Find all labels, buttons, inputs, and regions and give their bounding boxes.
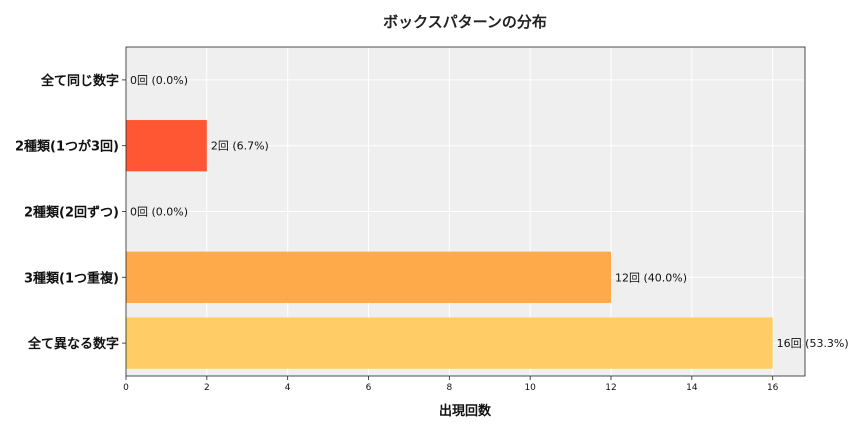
plot-frame	[125, 46, 806, 377]
x-ticks: 0 2 4 6 8 10 12 14 16	[123, 376, 779, 393]
category-label: 全て異なる数字	[27, 336, 119, 352]
data-label: 0回 (0.0%)	[130, 74, 188, 87]
x-tick-label: 4	[285, 383, 291, 393]
category-label: 全て同じ数字	[40, 73, 119, 89]
category-label: 3種類(1つ重複)	[24, 270, 119, 286]
data-label: 16回 (53.3%)	[777, 337, 849, 350]
data-label: 2回 (6.7%)	[211, 140, 269, 153]
bars	[126, 120, 773, 369]
x-tick-label: 16	[767, 383, 779, 393]
bar	[126, 251, 611, 303]
x-tick-label: 10	[524, 383, 536, 393]
chart-title: ボックスパターンの分布	[383, 13, 547, 31]
x-axis-label: 出現回数	[439, 403, 492, 419]
x-tick-label: 12	[605, 383, 616, 393]
x-tick-label: 8	[446, 383, 452, 393]
data-label: 12回 (40.0%)	[615, 271, 687, 284]
data-labels: 0回 (0.0%) 2回 (6.7%) 0回 (0.0%) 12回 (40.0%) 16…	[130, 74, 849, 350]
x-tick-label: 2	[204, 383, 210, 393]
x-tick-label: 0	[123, 383, 129, 393]
data-label: 0回 (0.0%)	[130, 206, 188, 219]
category-label: 2種類(2回ずつ)	[24, 205, 119, 221]
bar	[126, 317, 773, 369]
bar	[126, 120, 207, 172]
x-tick-label: 6	[366, 383, 372, 393]
category-labels: 全て同じ数字 2種類(1つが3回) 2種類(2回ずつ) 3種類(1つ重複) 全て異なる数…	[15, 73, 126, 352]
category-label: 2種類(1つが3回)	[15, 139, 119, 155]
x-tick-label: 14	[686, 383, 698, 393]
